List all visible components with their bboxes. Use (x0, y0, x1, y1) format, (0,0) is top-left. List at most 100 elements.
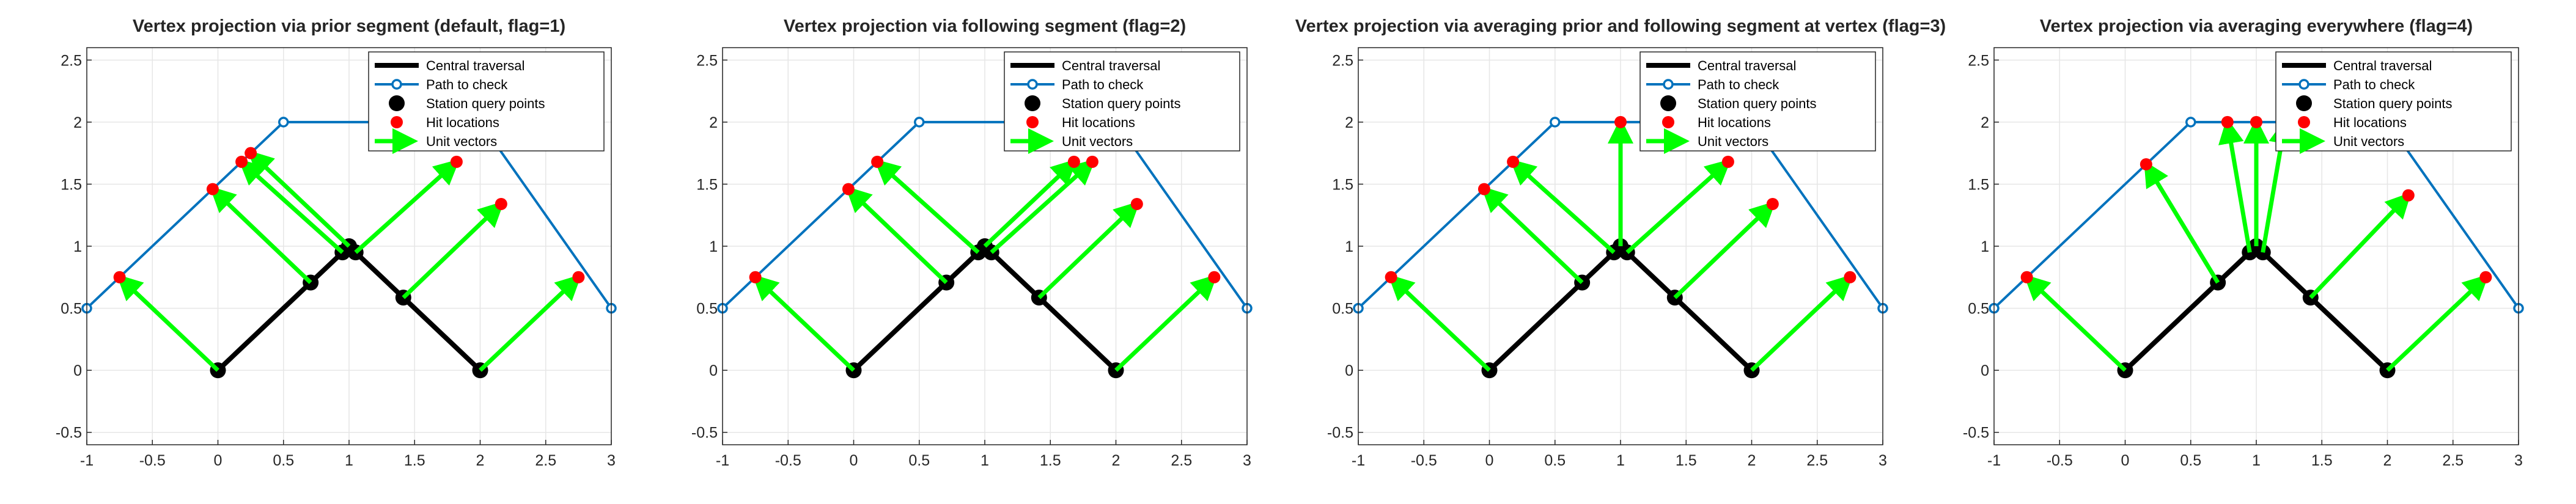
x-tick-label: 0 (2121, 452, 2130, 469)
hit-location-point (1844, 271, 1857, 283)
legend-label: Path to check (1062, 77, 1144, 92)
unit-vector-arrow (2309, 192, 2412, 299)
y-tick-label: 2.5 (61, 52, 82, 69)
unit-vector-arrow (1037, 201, 1140, 299)
legend-swatch-station (1025, 95, 1040, 111)
x-tick-label: 0.5 (273, 452, 294, 469)
y-tick-label: 0 (1981, 362, 1989, 379)
y-tick-label: 1.5 (696, 176, 718, 193)
chart-title: Vertex projection via averaging prior an… (1295, 16, 1946, 36)
y-tick-label: 0.5 (1968, 301, 1989, 318)
y-tick-label: -0.5 (56, 425, 82, 442)
x-tick-label: 1.5 (1040, 452, 1061, 469)
unit-vector-arrow (1388, 274, 1491, 372)
unit-vector-arrow (983, 159, 1077, 248)
legend-swatch-station (1660, 95, 1676, 111)
legend-swatch-path-marker (1027, 79, 1038, 90)
unit-vector-arrow (2218, 117, 2252, 253)
unit-vector-arrow (1625, 159, 1732, 254)
y-tick-label: 1.5 (1968, 176, 1989, 193)
y-tick-label: 1 (1981, 238, 1989, 255)
legend-swatch-station (2296, 95, 2312, 111)
y-tick-label: -0.5 (1327, 425, 1353, 442)
unit-vector-arrow (1750, 274, 1853, 372)
y-tick-label: 2 (1345, 114, 1353, 131)
y-tick-label: -0.5 (691, 425, 718, 442)
hit-location-point (1067, 155, 1080, 168)
chart-panel-2: Vertex projection via following segment … (691, 16, 1253, 469)
unit-vector-arrow (874, 159, 980, 254)
y-tick-label: -0.5 (1963, 425, 1989, 442)
y-tick-label: 0.5 (1332, 301, 1353, 318)
legend: Central traversal Path to check Station qu… (1639, 51, 1876, 154)
y-tick-label: 1.5 (61, 176, 82, 193)
hit-location-point (1130, 197, 1143, 210)
axes-box (722, 47, 1248, 445)
legend: Central traversal Path to check Station qu… (2275, 51, 2512, 154)
x-tick-label: 0 (214, 452, 223, 469)
y-tick-label: 2 (1981, 114, 1989, 131)
x-tick-label: 1 (2252, 452, 2261, 469)
legend-label: Central traversal (426, 58, 524, 73)
unit-vector-arrow (1114, 274, 1218, 372)
hit-location-point (871, 155, 884, 168)
legend-label: Station query points (2333, 96, 2452, 111)
legend-label: Unit vectors (426, 134, 497, 149)
hit-location-point (235, 155, 248, 168)
x-tick-label: 1 (1616, 452, 1625, 469)
y-tick-label: 0 (1345, 362, 1353, 379)
legend-label: Station query points (426, 96, 545, 111)
y-tick-label: 2 (709, 114, 718, 131)
hit-location-point (1385, 271, 1397, 283)
unit-vector-arrow (1481, 186, 1584, 285)
legend-swatch-station (389, 95, 405, 111)
x-tick-label: -1 (1352, 452, 1365, 469)
axes-box (1993, 47, 2519, 445)
legend-label: Hit locations (1698, 115, 1771, 130)
legend-label: Path to check (1698, 77, 1779, 92)
x-tick-label: -1 (80, 452, 94, 469)
x-tick-label: 1 (345, 452, 353, 469)
legend-swatch-hit (391, 116, 403, 128)
legend-label: Unit vectors (1698, 134, 1768, 149)
path-vertex-marker (278, 117, 289, 128)
x-tick-label: 3 (2514, 452, 2523, 469)
unit-vector-arrow (2144, 160, 2220, 284)
y-tick-label: 2 (73, 114, 82, 131)
x-tick-label: -0.5 (775, 452, 801, 469)
legend-swatch-path-marker (391, 79, 402, 90)
legend-label: Central traversal (2333, 58, 2432, 73)
hit-location-point (572, 271, 585, 283)
y-tick-label: 0.5 (61, 301, 82, 318)
hit-location-point (113, 271, 126, 283)
x-tick-label: -0.5 (139, 452, 166, 469)
unit-vector-arrow (354, 159, 460, 254)
unit-vector-arrow (2386, 274, 2489, 372)
legend-label: Unit vectors (2333, 134, 2404, 149)
x-tick-label: 1.5 (2311, 452, 2333, 469)
hit-location-point (245, 147, 257, 159)
hit-location-point (2140, 158, 2152, 170)
hit-location-point (1721, 155, 1734, 168)
hit-location-point (1507, 155, 1520, 168)
unit-vector-arrow (1673, 201, 1776, 299)
y-tick-label: 1 (709, 238, 718, 255)
y-tick-label: 1 (1345, 238, 1353, 255)
unit-vector-arrow (116, 274, 219, 372)
unit-vector-arrow (2023, 274, 2127, 372)
legend-label: Hit locations (426, 115, 499, 130)
hit-location-point (1208, 271, 1221, 283)
y-tick-label: 0 (709, 362, 718, 379)
legend-label: Station query points (1698, 96, 1816, 111)
x-tick-label: 2.5 (1171, 452, 1192, 469)
legend-swatch-hit (1026, 116, 1039, 128)
x-tick-label: 2 (1748, 452, 1756, 469)
legend-swatch-path-marker (2298, 79, 2309, 90)
hit-location-point (2250, 115, 2262, 128)
y-tick-label: 1 (73, 238, 82, 255)
chart-panel-3: Vertex projection via averaging prior an… (1295, 16, 1946, 469)
unit-vector-arrow (209, 186, 312, 285)
chart-title: Vertex projection via prior segment (def… (133, 16, 565, 36)
